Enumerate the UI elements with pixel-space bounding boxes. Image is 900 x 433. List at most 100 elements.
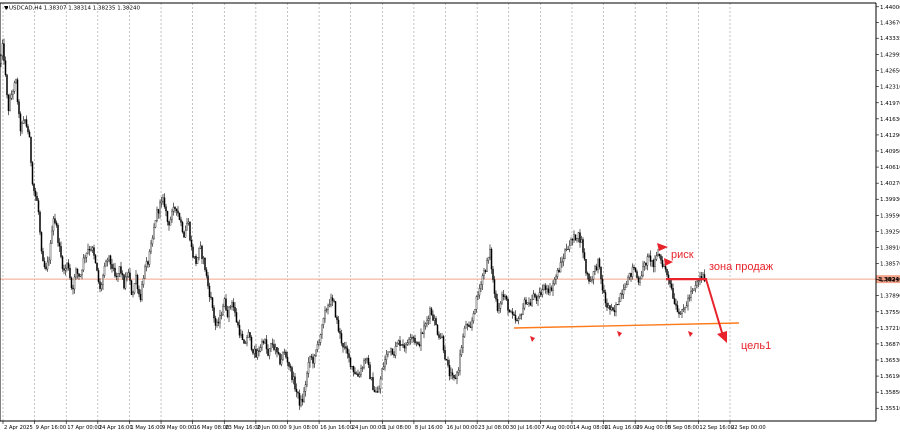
candle-body xyxy=(394,346,397,356)
candle-body xyxy=(15,79,17,84)
candle-body xyxy=(381,368,383,380)
candle-body xyxy=(204,257,206,270)
candle-body xyxy=(136,275,139,290)
support-touch-marker xyxy=(688,331,693,337)
candle-body xyxy=(328,304,331,307)
candle-body xyxy=(354,371,356,375)
candle-body xyxy=(261,341,263,348)
candle-body xyxy=(421,332,424,334)
candle-body xyxy=(580,239,583,243)
candle-body xyxy=(382,366,385,370)
candle-body xyxy=(415,342,418,344)
candle-body xyxy=(300,398,302,406)
candle-body xyxy=(609,305,611,310)
candle-body xyxy=(327,305,329,310)
candle-body xyxy=(531,299,533,306)
candle-body xyxy=(283,351,286,353)
candle-body xyxy=(85,252,88,258)
candle-body xyxy=(52,218,55,232)
candle-body xyxy=(184,230,187,238)
candle-body xyxy=(199,245,202,249)
candle-body xyxy=(616,304,619,306)
candle-body xyxy=(618,301,620,305)
candle-body xyxy=(688,297,691,299)
candle-body xyxy=(574,234,577,241)
current-price-value: 1.38240 xyxy=(878,277,900,283)
candle-body xyxy=(24,119,26,121)
candle-body xyxy=(309,356,311,363)
candle-body xyxy=(544,285,547,290)
candle-body xyxy=(411,337,413,339)
candle-body xyxy=(21,123,23,132)
x-tick-label: 2 Jun 00:00 xyxy=(257,425,287,431)
x-tick-label: 9 Apr 16:00 xyxy=(36,425,67,431)
candle-body xyxy=(168,221,170,226)
x-tick-label: 23 Jul 08:00 xyxy=(478,425,509,431)
candle-body xyxy=(337,319,340,332)
candle-body xyxy=(664,265,667,270)
candle-body xyxy=(94,255,97,264)
price-axis[interactable]: 1.44000 1.43670 1.43335 1.42995 1.42650 1.423… xyxy=(876,5,900,412)
candle-body xyxy=(387,351,389,355)
candle-body xyxy=(414,337,416,343)
y-tick-label: 1.38910 xyxy=(880,245,900,251)
candle-body xyxy=(423,325,425,334)
candle-body xyxy=(696,281,698,286)
candle-body xyxy=(349,357,352,367)
candle-body xyxy=(202,257,205,259)
candle-body xyxy=(525,299,527,305)
candle-body xyxy=(489,248,491,258)
candle-body xyxy=(321,324,323,335)
candle-body xyxy=(111,264,113,269)
candle-body xyxy=(54,218,56,223)
candle-body xyxy=(339,331,341,334)
candle-body xyxy=(418,344,421,346)
candle-body xyxy=(106,259,109,262)
candle-body xyxy=(615,304,617,313)
candle-body xyxy=(397,340,400,344)
candle-body xyxy=(207,275,209,287)
y-tick-label: 1.38570 xyxy=(880,262,900,268)
candle-body xyxy=(402,344,404,346)
candle-body xyxy=(301,398,304,402)
candle-body xyxy=(468,324,470,327)
candle-body xyxy=(237,322,239,326)
candle-body xyxy=(645,262,647,266)
candle-body xyxy=(550,287,553,291)
candle-body xyxy=(37,200,40,213)
candle-body xyxy=(36,195,38,201)
candle-body xyxy=(244,342,247,344)
candle-body xyxy=(214,317,217,326)
candle-body xyxy=(585,259,587,274)
candle-body xyxy=(252,349,254,354)
candle-body xyxy=(622,289,625,295)
support-touch-marker xyxy=(530,336,535,342)
candle-body xyxy=(516,320,518,322)
candle-body xyxy=(229,306,232,308)
y-tick-label: 1.41290 xyxy=(880,133,900,139)
candle-body xyxy=(90,249,92,251)
candle-body xyxy=(576,238,578,241)
candle-body xyxy=(27,126,29,133)
candle-body xyxy=(426,320,428,324)
candle-body xyxy=(150,243,152,252)
candle-body xyxy=(435,318,437,326)
candle-body xyxy=(142,278,145,285)
candle-body xyxy=(562,258,565,262)
candle-body xyxy=(361,367,364,369)
candle-body xyxy=(82,257,85,271)
y-tick-label: 1.42310 xyxy=(880,85,900,91)
candle-body xyxy=(138,288,140,295)
y-tick-label: 1.40270 xyxy=(880,181,900,187)
candle-body xyxy=(270,343,272,349)
candle-body xyxy=(262,341,265,344)
candle-body xyxy=(123,274,125,289)
candle-body xyxy=(322,318,325,325)
candle-body xyxy=(670,283,673,289)
candle-body xyxy=(408,339,410,343)
candle-body xyxy=(456,372,458,379)
candle-body xyxy=(259,347,262,352)
